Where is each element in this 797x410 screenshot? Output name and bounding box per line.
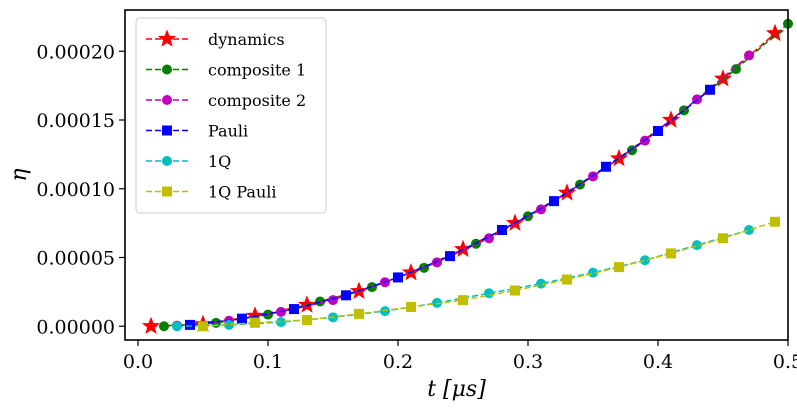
legend-entry-composite-2: composite 2 [146,91,306,110]
legend-label: 1Q Pauli [208,183,277,202]
legend-marker [162,186,172,197]
y-tick-label: 0.00005 [36,248,115,270]
data-point-1q-pauli [302,315,312,326]
series-line-1q-pauli [202,221,776,327]
data-point-1q-pauli [562,274,572,285]
data-point-1q-pauli [510,285,520,296]
data-point-composite-2 [536,204,546,215]
x-tick-label: 0.0 [123,351,153,373]
x-tick-label: 0.1 [253,351,283,373]
data-point-1q-pauli [718,233,728,244]
y-tick-label: 0.00015 [36,110,115,132]
data-point-pauli [549,196,559,207]
data-point-composite-1 [315,296,325,307]
series-pauli [185,84,715,330]
legend-marker [162,95,172,105]
data-point-dynamics [141,316,161,335]
y-axis-label: η [7,168,32,181]
data-point-1q [692,240,702,251]
data-point-composite-2 [744,50,754,61]
legend-entry-composite-1: composite 1 [146,61,306,80]
data-point-pauli [601,161,611,172]
data-point-composite-1 [159,321,169,332]
data-point-dynamics [713,69,733,87]
plot-frame [124,9,789,341]
data-point-pauli [653,126,663,136]
data-point-1q-pauli [198,321,208,332]
x-tick-label: 0.5 [773,351,797,373]
y-tick-label: 0.00020 [36,41,115,63]
y-tick-label: 0.00010 [36,179,115,201]
data-point-composite-2 [588,171,598,182]
data-point-1q [588,267,598,278]
data-point-1q-pauli [406,302,416,312]
legend-entry-1q-pauli: 1Q Pauli [146,183,277,202]
data-point-pauli [393,272,403,283]
legend-box [135,17,327,214]
data-point-1q-pauli [250,317,260,328]
series-line-1q [176,229,750,327]
legend: dynamics composite 1 composite 2 Pauli 1Q 1Q … [135,17,327,214]
series-1q-pauli [198,216,780,332]
data-point-pauli [445,251,455,262]
data-point-1q-pauli [666,248,676,259]
legend-label: Pauli [208,122,248,141]
data-point-1q-pauli [354,308,364,319]
data-point-pauli [237,313,247,324]
x-tick-label: 0.4 [643,351,673,373]
data-point-pauli [497,225,507,235]
legend-label: dynamics [208,30,285,49]
legend-marker [157,29,177,47]
data-point-1q [172,321,182,332]
x-axis-label: t [μs] [427,377,486,402]
data-point-1q [484,288,494,299]
data-point-pauli [185,319,195,330]
data-point-1q-pauli [458,295,468,306]
data-point-1q-pauli [614,262,624,273]
legend-label: 1Q [208,152,231,171]
x-tick-label: 0.2 [383,351,413,373]
data-point-pauli [289,304,299,315]
data-point-1q [276,317,286,328]
data-point-1q [744,225,754,235]
data-point-1q [640,255,650,266]
data-point-composite-2 [432,257,442,268]
legend-label: composite 1 [208,61,306,80]
data-point-1q [224,319,234,330]
data-point-composite-1 [731,64,741,75]
legend-entry-dynamics: dynamics [146,29,285,49]
legend-marker [162,64,172,75]
legend-marker [162,156,172,166]
series-layer [141,18,793,335]
axis-ticks: 0.0 0.1 0.2 0.3 0.4 0.5 0.00000 0.00005 0.00010 0… [36,41,797,373]
legend-marker [162,125,172,136]
data-point-1q-pauli [770,216,780,227]
y-tick-label: 0.00000 [36,316,115,338]
legend-label: composite 2 [208,91,306,110]
data-point-composite-2 [328,295,338,306]
data-point-pauli [705,84,715,95]
x-tick-label: 0.3 [513,351,543,373]
data-point-dynamics [453,239,473,258]
legend-entry-pauli: Pauli [146,122,248,141]
legend-entry-1q: 1Q [146,152,231,171]
data-point-pauli [341,290,351,301]
